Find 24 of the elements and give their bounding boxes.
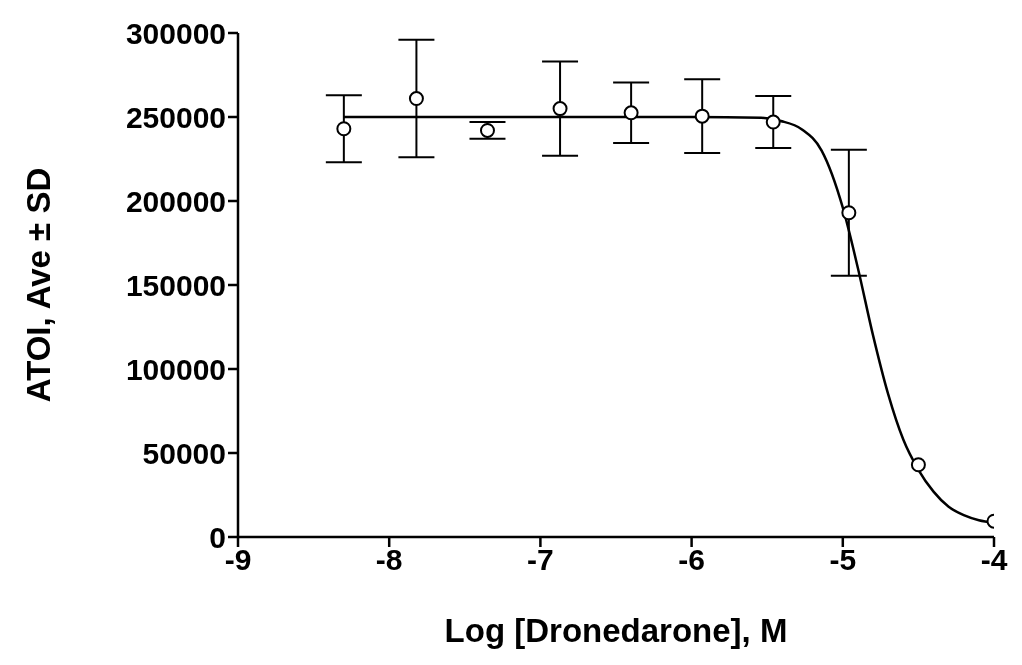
x-tick-label: -5 xyxy=(829,543,857,577)
y-tick-label: 50000 xyxy=(142,436,226,470)
y-tick-label: 250000 xyxy=(125,100,226,134)
point xyxy=(336,121,352,137)
y-tick-label: 300000 xyxy=(125,16,226,50)
point xyxy=(765,114,781,130)
point xyxy=(479,122,495,138)
x-tick-label: -8 xyxy=(375,543,403,577)
y-tick-label: 200000 xyxy=(125,184,226,218)
point xyxy=(408,91,424,107)
point xyxy=(694,108,710,124)
y-tick-label: 100000 xyxy=(125,352,226,386)
point xyxy=(623,105,639,121)
y-axis-title: ATOI, Ave ± SD xyxy=(19,167,57,403)
y-tick-label: 0 xyxy=(209,520,226,554)
x-tick-label: -4 xyxy=(980,543,1008,577)
x-axis-title: Log [Dronedarone], M xyxy=(444,612,788,649)
point xyxy=(841,205,857,221)
y-tick-label: 150000 xyxy=(125,268,226,302)
point xyxy=(552,101,568,117)
x-tick-label: -9 xyxy=(224,543,252,577)
point xyxy=(910,457,926,473)
x-tick-label: -7 xyxy=(527,543,554,577)
x-tick-label: -6 xyxy=(678,543,705,577)
